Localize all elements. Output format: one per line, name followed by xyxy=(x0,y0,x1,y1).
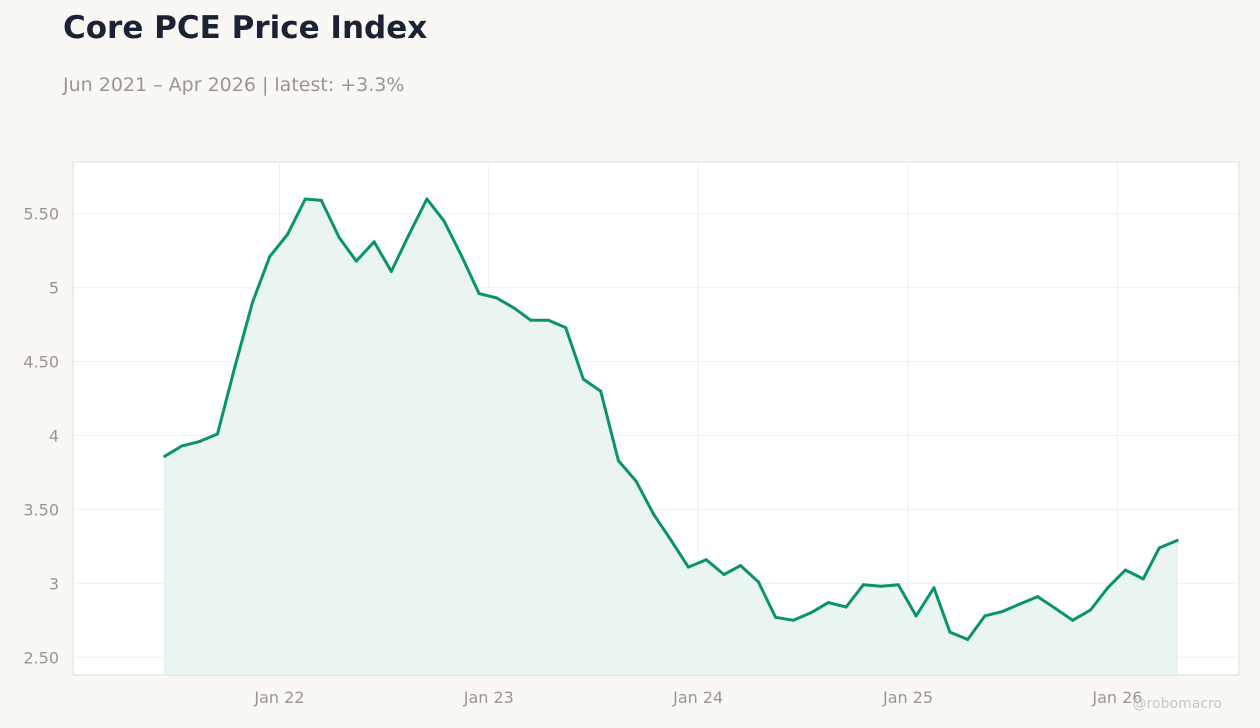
data-point xyxy=(861,583,865,587)
data-point xyxy=(547,318,550,322)
data-point xyxy=(704,558,708,562)
y-tick-label: 2.50 xyxy=(23,648,59,667)
data-point xyxy=(513,306,517,310)
x-tick-label: Jan 22 xyxy=(253,688,304,707)
data-point xyxy=(233,366,237,369)
data-point xyxy=(1036,595,1040,599)
data-point xyxy=(372,240,376,244)
x-axis: Jan 22 Jan 23 Jan 24 Jan 25 Jan 26 xyxy=(253,688,1142,707)
data-point xyxy=(251,300,254,304)
y-tick-label: 5.50 xyxy=(23,205,59,224)
data-point xyxy=(1157,546,1161,550)
watermark: @robomacro xyxy=(1132,696,1222,712)
data-point xyxy=(932,586,936,590)
x-tick-label: Jan 23 xyxy=(463,688,514,707)
data-point xyxy=(756,580,760,584)
y-axis: 2.50 3 3.50 4 4.50 5 5.50 xyxy=(23,205,59,668)
data-point xyxy=(1141,577,1145,581)
x-tick-label: Jan 24 xyxy=(672,688,723,707)
series-area-fill xyxy=(164,199,1178,675)
data-point xyxy=(616,459,620,463)
data-point xyxy=(844,605,848,609)
data-point xyxy=(198,439,202,443)
data-points xyxy=(163,197,1179,641)
data-point xyxy=(826,601,830,605)
chart-subtitle: Jun 2021 – Apr 2026 | latest: +3.3% xyxy=(63,74,405,96)
data-point xyxy=(1071,618,1075,622)
y-tick-label: 5 xyxy=(49,279,59,298)
data-point xyxy=(442,219,446,223)
data-point xyxy=(268,255,272,259)
x-tick-label: Jan 25 xyxy=(882,688,933,707)
y-tick-label: 3 xyxy=(49,574,59,593)
data-point xyxy=(529,318,533,322)
data-point xyxy=(180,444,184,448)
data-point xyxy=(966,638,970,641)
data-point xyxy=(337,235,341,239)
data-point xyxy=(163,454,167,458)
y-tick-label: 4 xyxy=(49,427,59,446)
x-tick-label: Jan 26 xyxy=(1091,688,1142,707)
data-point xyxy=(460,255,464,259)
chart-title: Core PCE Price Index xyxy=(63,10,428,46)
data-point xyxy=(669,539,673,542)
data-point xyxy=(722,573,726,576)
data-point xyxy=(1018,602,1022,606)
y-tick-label: 3.50 xyxy=(23,500,59,519)
data-point xyxy=(407,232,411,236)
data-point xyxy=(1106,586,1110,590)
data-point xyxy=(686,565,690,569)
data-point xyxy=(1054,607,1057,610)
data-point xyxy=(286,232,289,236)
data-point xyxy=(983,614,987,618)
data-point xyxy=(425,197,429,201)
data-point xyxy=(1001,609,1005,613)
data-point xyxy=(389,269,393,273)
data-point xyxy=(1089,608,1092,612)
data-point xyxy=(581,377,585,381)
data-point xyxy=(216,432,219,436)
data-point xyxy=(896,583,900,587)
data-point xyxy=(879,584,883,588)
data-point xyxy=(651,512,655,516)
y-tick-label: 4.50 xyxy=(23,353,59,372)
data-point xyxy=(599,389,603,393)
data-point xyxy=(739,564,743,568)
data-point xyxy=(1175,539,1179,542)
data-point xyxy=(564,326,568,330)
data-point xyxy=(1123,568,1127,572)
data-point xyxy=(477,292,481,296)
data-point xyxy=(354,259,358,263)
data-point xyxy=(634,479,638,483)
data-point xyxy=(303,197,307,201)
data-point xyxy=(914,614,918,618)
data-point xyxy=(809,611,813,615)
data-point xyxy=(948,630,952,634)
data-point xyxy=(774,615,778,619)
data-point xyxy=(791,618,795,622)
data-point xyxy=(495,296,499,300)
data-point xyxy=(319,198,323,202)
